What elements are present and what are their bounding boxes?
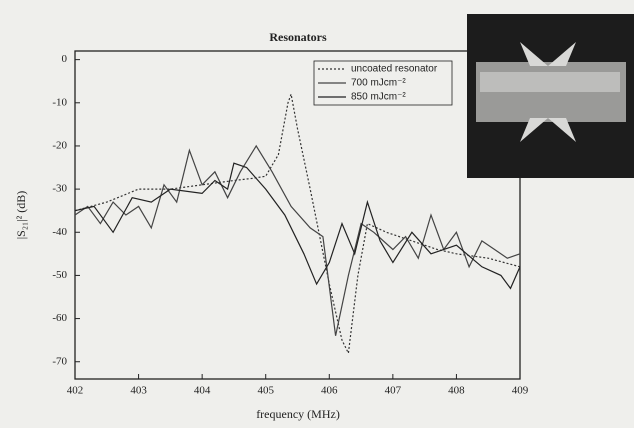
y-tick-label: 0 xyxy=(62,53,68,65)
plot-frame xyxy=(74,50,521,380)
series-line xyxy=(74,162,521,290)
y-tick-label: -60 xyxy=(52,312,67,324)
x-tick-label: 408 xyxy=(448,385,465,397)
y-axis-label: |S₂₁|² (dB) xyxy=(14,191,28,239)
y-tick-label: -20 xyxy=(52,139,67,151)
x-tick-label: 404 xyxy=(194,385,211,397)
y-tick-label: -50 xyxy=(52,269,67,281)
legend-label: uncoated resonator xyxy=(351,64,438,75)
x-tick-label: 403 xyxy=(130,385,147,397)
x-tick-label: 409 xyxy=(512,385,529,397)
chart-title: Resonators xyxy=(269,30,327,44)
photo-electrode xyxy=(520,42,576,66)
photo-band-light xyxy=(480,72,620,92)
y-tick-label: -70 xyxy=(52,355,67,367)
series-line xyxy=(74,91,521,356)
x-axis-label: frequency (MHz) xyxy=(256,407,340,421)
legend-label: 700 mJcm⁻² xyxy=(351,78,406,89)
y-tick-label: -40 xyxy=(52,226,67,238)
x-tick-label: 402 xyxy=(67,385,84,397)
x-tick-label: 407 xyxy=(385,385,402,397)
series-line xyxy=(74,144,521,336)
x-tick-label: 406 xyxy=(321,385,338,397)
y-tick-label: -30 xyxy=(52,183,67,195)
y-tick-label: -10 xyxy=(52,96,67,108)
photo-electrode xyxy=(520,118,576,142)
inset-photo xyxy=(467,14,634,178)
x-tick-label: 405 xyxy=(257,385,274,397)
legend-label: 850 mJcm⁻² xyxy=(351,92,406,103)
